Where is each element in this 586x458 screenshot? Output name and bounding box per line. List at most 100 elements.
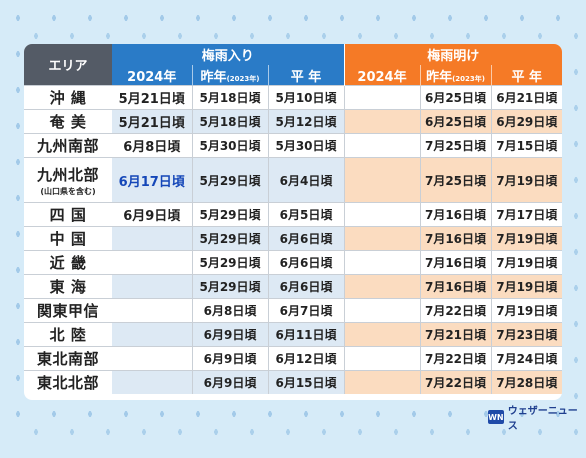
weathernews-logo-text: ウェザーニュース bbox=[507, 406, 578, 432]
tsuyuiri-lastyear-cell: 5月18日頃 bbox=[191, 85, 268, 110]
tsuyuiri-normal-cell: 6月7日頃 bbox=[267, 298, 345, 323]
tsuyuiri-2024-cell: 6月8日頃 bbox=[112, 133, 192, 158]
tsuyuake-lastyear-cell: 7月25日頃 bbox=[419, 133, 492, 158]
tsuyuake-normal-cell: 6月29日頃 bbox=[490, 109, 562, 134]
area-column-header: エリア bbox=[24, 44, 112, 86]
tsuyuiri-2024-header: 2024年 bbox=[112, 65, 192, 86]
tsuyuake-lastyear-cell: 7月22日頃 bbox=[419, 370, 492, 394]
tsuyuake-lastyear-cell: 6月25日頃 bbox=[419, 109, 492, 134]
tsuyuiri-lastyear-cell: 6月9日頃 bbox=[191, 370, 268, 394]
tsuyuiri-lastyear-cell: 5月30日頃 bbox=[191, 133, 268, 158]
tsuyuiri-normal-cell: 6月11日頃 bbox=[267, 322, 345, 347]
tsuyuake-normal-cell: 7月19日頃 bbox=[490, 298, 562, 323]
area-name-cell: 九州南部 bbox=[24, 133, 112, 158]
tsuyuiri-normal-cell: 6月4日頃 bbox=[267, 157, 345, 203]
tsuyuiri-lastyear-cell: 6月8日頃 bbox=[191, 298, 268, 323]
table-row: 東北北部 6月9日頃 6月15日頃 7月22日頃 7月28日頃 bbox=[24, 370, 562, 394]
tsuyuake-normal-cell: 7月15日頃 bbox=[490, 133, 562, 158]
tsuyuiri-normal-cell: 5月30日頃 bbox=[267, 133, 345, 158]
tsuyuake-normal-cell: 6月21日頃 bbox=[490, 85, 562, 110]
tsuyuiri-lastyear-cell: 6月9日頃 bbox=[191, 322, 268, 347]
area-name: 九州北部 bbox=[36, 165, 99, 184]
area-name-cell: 北 陸 bbox=[24, 322, 112, 347]
tsuyuiri-2024-cell: 5月21日頃 bbox=[112, 85, 192, 110]
tsuyuiri-normal-header: 平 年 bbox=[267, 65, 345, 86]
table-row: 奄 美 5月21日頃 5月18日頃 5月12日頃 6月25日頃 6月29日頃 bbox=[24, 109, 562, 134]
tsuyuake-lastyear-cell: 7月22日頃 bbox=[419, 346, 492, 371]
area-name: 近 畿 bbox=[49, 254, 87, 272]
table-row: 四 国 6月9日頃 5月29日頃 6月5日頃 7月16日頃 7月17日頃 bbox=[24, 202, 562, 227]
area-name-cell: 奄 美 bbox=[24, 109, 112, 134]
area-name: 沖 縄 bbox=[49, 89, 87, 107]
tsuyuake-lastyear-cell: 7月22日頃 bbox=[419, 298, 492, 323]
tsuyuiri-2024-cell: 6月17日頃 bbox=[112, 157, 192, 203]
tsuyuake-lastyear-cell: 7月16日頃 bbox=[419, 274, 492, 299]
tsuyuake-normal-cell: 7月28日頃 bbox=[490, 370, 562, 394]
tsuyuiri-2024-cell bbox=[112, 274, 192, 299]
rainy-season-table: エリア 梅雨入り 梅雨明け 2024年 昨年(2023年) 平 年 2024年 … bbox=[24, 44, 562, 394]
tsuyuake-2024-cell bbox=[343, 346, 421, 371]
area-name-cell: 沖 縄 bbox=[24, 85, 112, 110]
tsuyuiri-2024-cell: 5月21日頃 bbox=[112, 109, 192, 134]
tsuyuiri-normal-cell: 6月12日頃 bbox=[267, 346, 345, 371]
tsuyuiri-2024-cell: 6月9日頃 bbox=[112, 202, 192, 227]
area-name: 東北南部 bbox=[36, 350, 99, 368]
area-name-cell: 近 畿 bbox=[24, 250, 112, 275]
tsuyuake-normal-cell: 7月17日頃 bbox=[490, 202, 562, 227]
tsuyuiri-lastyear-cell: 5月29日頃 bbox=[191, 157, 268, 203]
tsuyuake-lastyear-cell: 7月16日頃 bbox=[419, 202, 492, 227]
tsuyuake-2024-cell bbox=[343, 202, 421, 227]
area-name-cell: 東北北部 bbox=[24, 370, 112, 394]
area-name-cell: 関東甲信 bbox=[24, 298, 112, 323]
table-row: 九州北部 (山口県を含む) 6月17日頃 5月29日頃 6月4日頃 7月25日頃 7月19日… bbox=[24, 157, 562, 203]
tsuyuiri-lastyear-cell: 5月29日頃 bbox=[191, 202, 268, 227]
tsuyuiri-normal-cell: 6月6日頃 bbox=[267, 274, 345, 299]
tsuyuiri-lastyear-header: 昨年(2023年) bbox=[191, 65, 268, 86]
area-name: 中 国 bbox=[49, 230, 87, 248]
tsuyuake-normal-cell: 7月19日頃 bbox=[490, 250, 562, 275]
tsuyuiri-normal-cell: 6月6日頃 bbox=[267, 226, 345, 251]
table-row: 中 国 5月29日頃 6月6日頃 7月16日頃 7月19日頃 bbox=[24, 226, 562, 251]
tsuyuake-2024-cell bbox=[343, 370, 421, 394]
tsuyuake-2024-cell bbox=[343, 226, 421, 251]
tsuyuiri-normal-cell: 5月12日頃 bbox=[267, 109, 345, 134]
tsuyuake-2024-cell bbox=[343, 85, 421, 110]
area-name: 関東甲信 bbox=[36, 302, 99, 320]
tsuyuiri-2024-cell bbox=[112, 322, 192, 347]
tsuyuiri-normal-cell: 6月15日頃 bbox=[267, 370, 345, 394]
table-row: 沖 縄 5月21日頃 5月18日頃 5月10日頃 6月25日頃 6月21日頃 bbox=[24, 85, 562, 110]
tsuyuiri-2024-cell bbox=[112, 346, 192, 371]
tsuyuake-normal-header: 平 年 bbox=[490, 65, 562, 86]
tsuyuake-lastyear-cell: 7月16日頃 bbox=[419, 250, 492, 275]
tsuyuake-2024-cell bbox=[343, 109, 421, 134]
tsuyuake-lastyear-cell: 7月25日頃 bbox=[419, 157, 492, 203]
table-row: 北 陸 6月9日頃 6月11日頃 7月21日頃 7月23日頃 bbox=[24, 322, 562, 347]
area-name-cell: 九州北部 (山口県を含む) bbox=[24, 157, 112, 203]
tsuyuake-lastyear-cell: 7月21日頃 bbox=[419, 322, 492, 347]
area-name-cell: 中 国 bbox=[24, 226, 112, 251]
tsuyuiri-2024-cell bbox=[112, 226, 192, 251]
tsuyuiri-2024-cell bbox=[112, 250, 192, 275]
tsuyuiri-lastyear-cell: 5月29日頃 bbox=[191, 226, 268, 251]
tsuyuake-normal-cell: 7月19日頃 bbox=[490, 157, 562, 203]
area-name: 九州南部 bbox=[36, 137, 99, 155]
area-name: 北 陸 bbox=[49, 326, 87, 344]
rainy-season-table-card: エリア 梅雨入り 梅雨明け 2024年 昨年(2023年) 平 年 2024年 … bbox=[24, 44, 562, 400]
tsuyuake-2024-cell bbox=[343, 298, 421, 323]
weathernews-mark-icon: WN bbox=[488, 410, 504, 424]
tsuyuake-2024-cell bbox=[343, 322, 421, 347]
area-name-cell: 東 海 bbox=[24, 274, 112, 299]
tsuyuake-2024-cell bbox=[343, 157, 421, 203]
tsuyuake-normal-cell: 7月23日頃 bbox=[490, 322, 562, 347]
area-name: 奄 美 bbox=[49, 113, 87, 131]
tsuyuake-normal-cell: 7月19日頃 bbox=[490, 274, 562, 299]
table-row: 東北南部 6月9日頃 6月12日頃 7月22日頃 7月24日頃 bbox=[24, 346, 562, 371]
area-name: 四 国 bbox=[49, 206, 87, 224]
tsuyuiri-2024-cell bbox=[112, 298, 192, 323]
area-name-cell: 四 国 bbox=[24, 202, 112, 227]
tsuyuake-normal-cell: 7月24日頃 bbox=[490, 346, 562, 371]
tsuyuiri-lastyear-cell: 6月9日頃 bbox=[191, 346, 268, 371]
tsuyuiri-group-header: 梅雨入り bbox=[112, 44, 345, 65]
tsuyuiri-lastyear-cell: 5月29日頃 bbox=[191, 274, 268, 299]
tsuyuiri-lastyear-cell: 5月29日頃 bbox=[191, 250, 268, 275]
